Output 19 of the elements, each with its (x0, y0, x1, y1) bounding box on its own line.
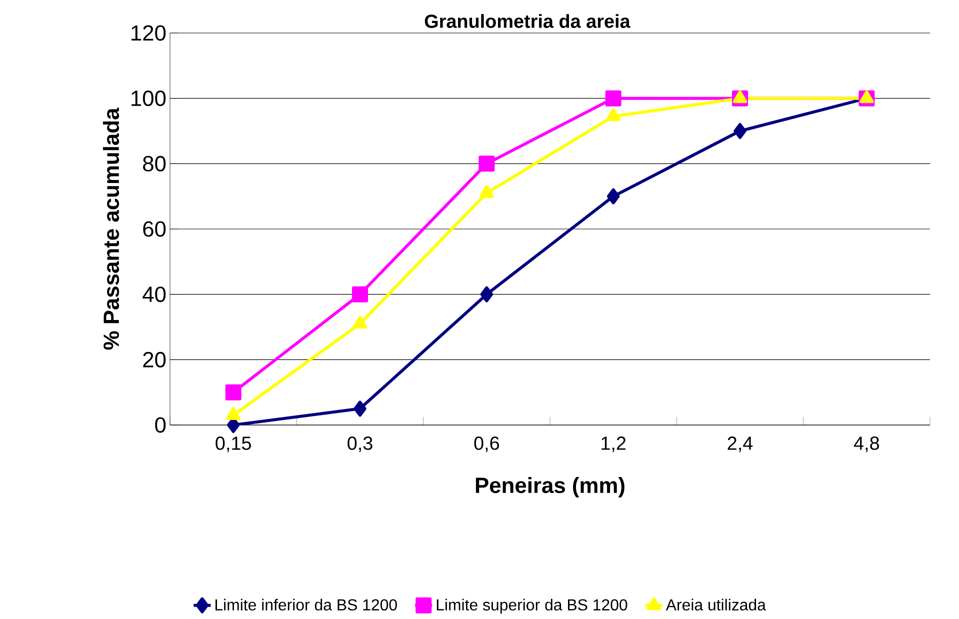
y-tick-label: 60 (143, 221, 166, 237)
y-tick-label: 80 (143, 156, 166, 172)
x-tick-label: 4,8 (854, 436, 880, 452)
x-tick-label: 0,3 (348, 436, 372, 452)
x-tick-label: 0,15 (216, 436, 251, 452)
y-tick-label: 40 (142, 286, 166, 302)
x-axis-title: Peneiras (mm) (476, 476, 624, 498)
y-tick-label: 20 (143, 352, 166, 368)
y-tick-label: 0 (155, 417, 166, 433)
legend-label: Limite superior da BS 1200 (436, 598, 628, 614)
x-tick-label: 2,4 (728, 436, 753, 452)
y-tick-label: 120 (132, 25, 166, 41)
legend-label: Limite inferior da BS 1200 (215, 598, 397, 611)
chart-title: Granulometria da areia (424, 14, 630, 28)
y-axis-title: % Passante acumulada (102, 108, 120, 350)
y-tick-label: 100 (132, 90, 166, 106)
x-tick-label: 1,2 (602, 436, 626, 452)
legend-label: Areia utilizada (666, 598, 766, 611)
x-tick-label: 0,6 (474, 436, 499, 452)
